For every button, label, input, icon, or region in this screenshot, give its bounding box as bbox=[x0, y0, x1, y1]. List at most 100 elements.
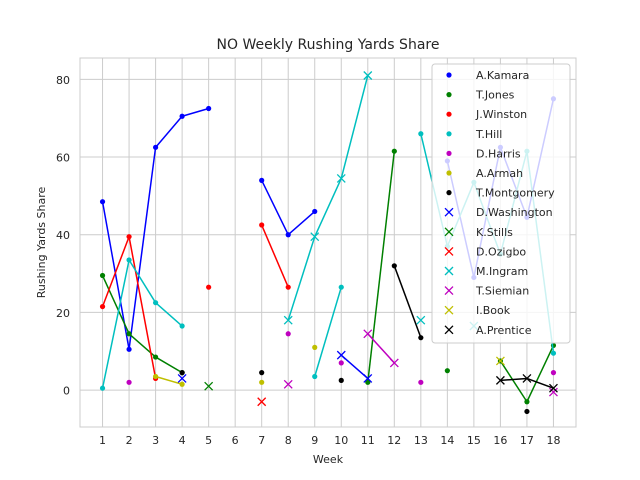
x-marker-stroke bbox=[257, 397, 267, 407]
x-tick-label: 1 bbox=[99, 434, 106, 447]
data-point bbox=[179, 323, 185, 329]
x-tick-label: 2 bbox=[126, 434, 133, 447]
legend-item-i-book: I.Book bbox=[444, 304, 511, 317]
x-tick-label: 3 bbox=[152, 434, 159, 447]
data-point bbox=[285, 331, 291, 337]
chart-title: NO Weekly Rushing Yards Share bbox=[217, 37, 440, 53]
x-marker-stroke bbox=[548, 383, 558, 393]
data-point bbox=[548, 383, 558, 393]
x-marker-stroke bbox=[283, 315, 293, 325]
data-point bbox=[204, 381, 214, 391]
x-tick-label: 4 bbox=[179, 434, 186, 447]
legend-item-a-armah: A.Armah bbox=[446, 167, 523, 180]
series-t-jones bbox=[99, 148, 557, 405]
legend-label: K.Stills bbox=[476, 226, 513, 239]
data-point bbox=[259, 379, 265, 385]
data-point bbox=[363, 373, 373, 383]
data-point bbox=[152, 373, 159, 380]
data-point bbox=[548, 387, 558, 397]
data-point bbox=[418, 335, 424, 341]
legend-label: D.Harris bbox=[476, 147, 521, 160]
data-point bbox=[152, 300, 159, 306]
x-tick-label: 7 bbox=[258, 434, 265, 447]
x-marker-stroke bbox=[495, 356, 505, 366]
data-point bbox=[365, 379, 371, 385]
y-axis-label: Rushing Yards Share bbox=[35, 186, 48, 298]
data-point bbox=[391, 263, 397, 269]
data-point bbox=[206, 105, 212, 112]
legend-label: T.Montgomery bbox=[475, 187, 555, 200]
x-marker-stroke bbox=[336, 350, 346, 360]
data-point bbox=[338, 360, 344, 366]
legend-marker bbox=[444, 227, 454, 237]
data-point bbox=[495, 375, 505, 385]
series-i-book bbox=[495, 356, 505, 366]
x-tick-label: 16 bbox=[493, 434, 507, 447]
legend-marker bbox=[444, 246, 454, 256]
legend-label: T.Hill bbox=[475, 128, 502, 141]
data-point bbox=[179, 381, 185, 387]
x-marker-stroke bbox=[283, 379, 293, 389]
legend-label: I.Book bbox=[476, 304, 511, 317]
legend-label: M.Ingram bbox=[476, 265, 528, 278]
data-point bbox=[126, 234, 132, 240]
legend-marker bbox=[446, 92, 452, 98]
series-line bbox=[367, 333, 395, 364]
data-point bbox=[389, 358, 399, 368]
series-k-stills bbox=[204, 381, 214, 391]
data-point bbox=[285, 232, 291, 238]
data-point bbox=[126, 346, 132, 352]
x-tick-label: 9 bbox=[311, 434, 318, 447]
x-tick-label: 18 bbox=[546, 434, 560, 447]
data-point bbox=[336, 173, 346, 183]
data-point bbox=[524, 408, 530, 415]
legend-item-a-kamara: A.Kamara bbox=[446, 69, 529, 82]
x-tick-label: 13 bbox=[414, 434, 428, 447]
y-tick-label: 20 bbox=[56, 307, 70, 320]
data-point bbox=[259, 370, 265, 376]
y-tick-label: 80 bbox=[56, 74, 70, 87]
series-d-washington bbox=[177, 350, 373, 383]
series-a-prentice bbox=[495, 373, 558, 393]
x-marker-stroke bbox=[444, 207, 454, 217]
x-axis-label: Week bbox=[313, 453, 344, 466]
y-tick-label: 60 bbox=[56, 152, 70, 165]
series-a-armah bbox=[152, 344, 318, 387]
legend-marker bbox=[446, 190, 452, 196]
legend-marker bbox=[444, 286, 454, 296]
x-marker-stroke bbox=[363, 329, 373, 339]
data-point bbox=[99, 385, 106, 391]
x-marker-stroke bbox=[204, 381, 214, 391]
x-tick-label: 5 bbox=[205, 434, 212, 447]
series-line bbox=[340, 354, 369, 380]
x-tick-label: 12 bbox=[387, 434, 401, 447]
data-point bbox=[126, 379, 132, 385]
data-point bbox=[179, 370, 185, 376]
x-tick-label: 11 bbox=[361, 434, 375, 447]
legend-label: T.Jones bbox=[475, 89, 515, 102]
data-point bbox=[338, 377, 344, 383]
data-point bbox=[416, 315, 426, 325]
x-marker-stroke bbox=[416, 315, 426, 325]
series-line bbox=[261, 224, 289, 288]
legend-item-m-ingram: M.Ingram bbox=[444, 265, 528, 278]
legend-item-a-prentice: A.Prentice bbox=[444, 324, 532, 337]
legend-label: A.Prentice bbox=[476, 324, 532, 337]
series-layer bbox=[99, 71, 558, 415]
series-line bbox=[155, 375, 183, 385]
data-point bbox=[99, 199, 106, 205]
x-marker-stroke bbox=[310, 232, 320, 242]
legend-item-d-washington: D.Washington bbox=[444, 206, 553, 219]
legend-marker bbox=[446, 72, 452, 78]
legend-marker bbox=[444, 207, 454, 217]
x-marker-stroke bbox=[548, 387, 558, 397]
data-point bbox=[363, 329, 373, 339]
data-point bbox=[259, 222, 265, 228]
x-marker-stroke bbox=[444, 325, 454, 335]
x-marker-stroke bbox=[495, 375, 505, 385]
data-point bbox=[550, 370, 557, 376]
x-marker-stroke bbox=[177, 373, 187, 383]
x-marker-stroke bbox=[363, 71, 373, 80]
x-tick-label: 6 bbox=[232, 434, 239, 447]
